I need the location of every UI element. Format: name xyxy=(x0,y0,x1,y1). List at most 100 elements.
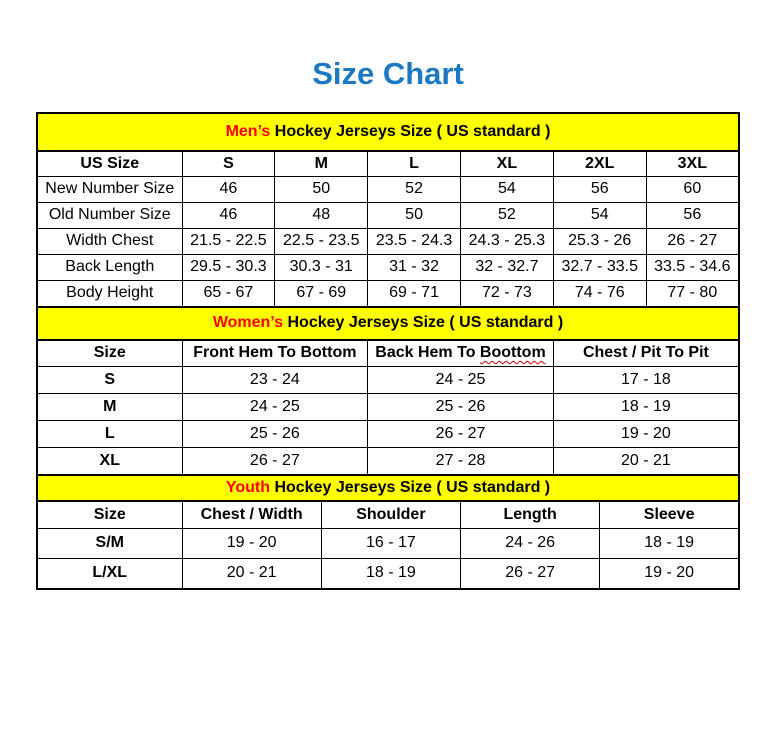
table-cell: 72 - 73 xyxy=(459,279,554,308)
column-header: M xyxy=(274,150,369,177)
table-row: Old Number Size 46 48 50 52 54 56 xyxy=(36,201,740,229)
row-label: S/M xyxy=(36,527,183,559)
size-chart: Men’s Hockey Jerseys Size ( US standard … xyxy=(36,111,740,590)
table-cell: 21.5 - 22.5 xyxy=(181,227,276,255)
men-section-band: Men’s Hockey Jerseys Size ( US standard … xyxy=(36,111,740,152)
table-cell: 20 - 21 xyxy=(552,446,740,476)
table-cell: 25.3 - 26 xyxy=(552,227,647,255)
women-section-title: Hockey Jerseys Size ( US standard ) xyxy=(283,314,564,332)
table-cell: 48 xyxy=(274,201,369,229)
table-cell: 18 - 19 xyxy=(599,527,740,559)
table-row: L 25 - 26 26 - 27 19 - 20 xyxy=(36,419,740,448)
table-cell: 54 xyxy=(552,201,647,229)
men-size-table: Men’s Hockey Jerseys Size ( US standard … xyxy=(36,111,740,308)
row-label: Body Height xyxy=(36,279,183,308)
table-cell: 56 xyxy=(645,201,740,229)
table-cell: 32.7 - 33.5 xyxy=(552,253,647,281)
women-section-highlight: Women’s xyxy=(212,314,284,332)
table-row: Body Height 65 - 67 67 - 69 69 - 71 72 - 73 7… xyxy=(36,279,740,308)
table-cell: 26 - 27 xyxy=(181,446,369,476)
column-header: 3XL xyxy=(645,150,740,177)
column-header: Length xyxy=(459,500,601,529)
table-cell: 18 - 19 xyxy=(320,557,462,590)
table-cell: 69 - 71 xyxy=(367,279,461,308)
table-cell: 29.5 - 30.3 xyxy=(181,253,276,281)
table-row: New Number Size 46 50 52 54 56 60 xyxy=(36,175,740,203)
women-column-header-row: Size Front Hem To Bottom Back Hem To Boott… xyxy=(36,339,740,367)
table-row: L/XL 20 - 21 18 - 19 26 - 27 19 - 20 xyxy=(36,557,740,590)
table-cell: 46 xyxy=(181,201,276,229)
table-row: Width Chest 21.5 - 22.5 22.5 - 23.5 23.5 - … xyxy=(36,227,740,255)
column-header: 2XL xyxy=(552,150,647,177)
table-cell: 46 xyxy=(181,175,276,203)
table-cell: 18 - 19 xyxy=(552,392,740,421)
row-label: L xyxy=(36,419,183,448)
table-row: S 23 - 24 24 - 25 17 - 18 xyxy=(36,365,740,394)
table-cell: 50 xyxy=(274,175,369,203)
table-cell: 16 - 17 xyxy=(320,527,462,559)
column-header: Back Hem To Boottom xyxy=(367,339,554,367)
table-cell: 19 - 20 xyxy=(181,527,322,559)
column-header: US Size xyxy=(36,150,183,177)
table-cell: 17 - 18 xyxy=(552,365,740,394)
women-section-band: Women’s Hockey Jerseys Size ( US standar… xyxy=(36,305,740,341)
table-cell: 32 - 32.7 xyxy=(459,253,554,281)
table-cell: 56 xyxy=(552,175,647,203)
youth-column-header-row: Size Chest / Width Shoulder Length Sleeve xyxy=(36,500,740,529)
youth-section-highlight: Youth xyxy=(225,478,270,496)
row-label: XL xyxy=(36,446,183,476)
column-header: Size xyxy=(36,339,183,367)
youth-section-band: Youth Hockey Jerseys Size ( US standard … xyxy=(36,473,740,502)
table-cell: 65 - 67 xyxy=(181,279,276,308)
men-section-band-cell: Men’s Hockey Jerseys Size ( US standard … xyxy=(36,111,740,152)
table-cell: 31 - 32 xyxy=(367,253,461,281)
table-row: S/M 19 - 20 16 - 17 24 - 26 18 - 19 xyxy=(36,527,740,559)
column-header: S xyxy=(181,150,276,177)
row-label: S xyxy=(36,365,183,394)
table-cell: 52 xyxy=(367,175,461,203)
row-label: L/XL xyxy=(36,557,183,590)
youth-section-band-cell: Youth Hockey Jerseys Size ( US standard … xyxy=(36,473,740,502)
table-cell: 20 - 21 xyxy=(181,557,322,590)
table-cell: 77 - 80 xyxy=(645,279,740,308)
column-header-text: Back Hem To xyxy=(375,344,480,362)
youth-section-title: Hockey Jerseys Size ( US standard ) xyxy=(270,478,551,496)
table-cell: 23 - 24 xyxy=(181,365,369,394)
table-cell: 74 - 76 xyxy=(552,279,647,308)
table-cell: 26 - 27 xyxy=(367,419,554,448)
column-header: XL xyxy=(459,150,554,177)
table-cell: 26 - 27 xyxy=(645,227,740,255)
column-header: Front Hem To Bottom xyxy=(181,339,369,367)
women-section-band-cell: Women’s Hockey Jerseys Size ( US standar… xyxy=(36,305,740,341)
men-section-title: Hockey Jerseys Size ( US standard ) xyxy=(270,122,551,140)
row-label: Old Number Size xyxy=(36,201,183,229)
table-cell: 19 - 20 xyxy=(552,419,740,448)
row-label: Width Chest xyxy=(36,227,183,255)
men-section-highlight: Men’s xyxy=(225,122,271,140)
misspelled-word: Boottom xyxy=(479,344,546,362)
table-cell: 30.3 - 31 xyxy=(274,253,369,281)
table-cell: 50 xyxy=(367,201,461,229)
table-row: M 24 - 25 25 - 26 18 - 19 xyxy=(36,392,740,421)
table-cell: 24 - 25 xyxy=(367,365,554,394)
column-header: Shoulder xyxy=(320,500,462,529)
column-header: Chest / Pit To Pit xyxy=(552,339,740,367)
row-label: M xyxy=(36,392,183,421)
table-cell: 24 - 25 xyxy=(181,392,369,421)
table-cell: 24.3 - 25.3 xyxy=(459,227,554,255)
table-cell: 67 - 69 xyxy=(274,279,369,308)
men-column-header-row: US Size S M L XL 2XL 3XL xyxy=(36,150,740,177)
column-header: Sleeve xyxy=(599,500,740,529)
table-cell: 60 xyxy=(645,175,740,203)
table-cell: 27 - 28 xyxy=(367,446,554,476)
row-label: New Number Size xyxy=(36,175,183,203)
column-header: Chest / Width xyxy=(181,500,322,529)
table-cell: 23.5 - 24.3 xyxy=(367,227,461,255)
table-row: Back Length 29.5 - 30.3 30.3 - 31 31 - 32 32… xyxy=(36,253,740,281)
table-cell: 19 - 20 xyxy=(599,557,740,590)
table-cell: 24 - 26 xyxy=(459,527,601,559)
table-cell: 22.5 - 23.5 xyxy=(274,227,369,255)
column-header: Size xyxy=(36,500,183,529)
table-cell: 25 - 26 xyxy=(181,419,369,448)
page-title: Size Chart xyxy=(312,56,464,91)
